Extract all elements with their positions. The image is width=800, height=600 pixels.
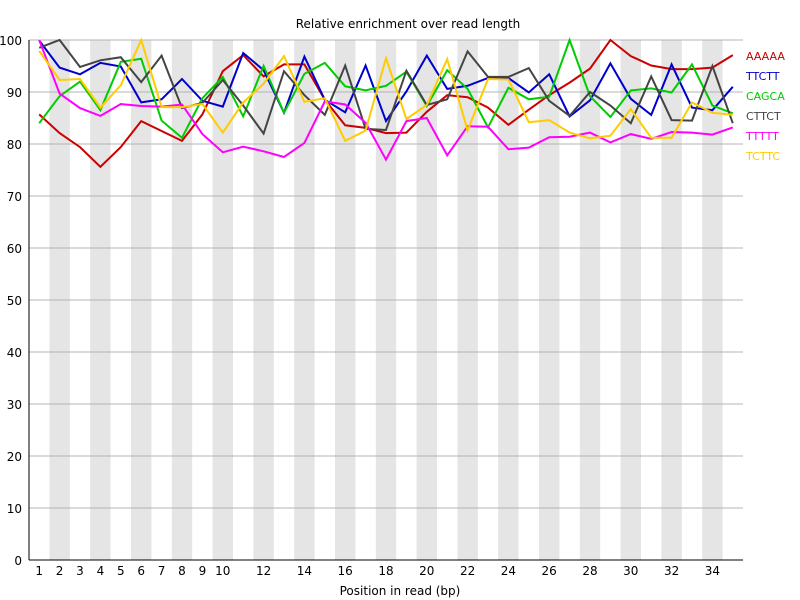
- y-tick-label: 80: [7, 138, 22, 152]
- x-tick-label: 24: [501, 564, 516, 578]
- chart-title: Relative enrichment over read length: [296, 17, 521, 31]
- axes: [28, 40, 743, 561]
- x-tick-label: 28: [582, 564, 597, 578]
- y-tick-label: 60: [7, 242, 22, 256]
- y-tick-label: 10: [7, 502, 22, 516]
- legend-entry-ttctt: TTCTT: [745, 70, 780, 83]
- series-line-ttttt: [38, 39, 734, 162]
- x-tick-label: 16: [338, 564, 353, 578]
- series-line-cttct: [38, 38, 734, 136]
- legend-entry-cttct: CTTCT: [746, 110, 781, 123]
- y-tick-label: 0: [14, 554, 22, 568]
- x-tick-label: 10: [215, 564, 230, 578]
- series-line-cagca: [38, 37, 734, 140]
- y-tick-label: 50: [7, 294, 22, 308]
- series-line-tcttc: [38, 37, 733, 143]
- legend: AAAAA TTCTT CAGCA CTTCT TTTTT TCTTC: [743, 42, 788, 168]
- y-tick-label: 20: [7, 450, 22, 464]
- y-tick-label: 90: [7, 86, 22, 100]
- x-tick-label: 5: [117, 564, 125, 578]
- legend-entry-aaaaa: AAAAA: [746, 50, 785, 63]
- legend-entry-tcttc: TCTTC: [745, 150, 780, 163]
- y-tick-label: 100: [0, 34, 22, 48]
- legend-entry-cagca: CAGCA: [746, 90, 785, 103]
- series-lines: [38, 37, 734, 169]
- y-tick-labels: 0 10 20 30 40 50 60 70 80 90 100: [0, 34, 22, 568]
- x-tick-label: 8: [178, 564, 186, 578]
- x-tick-label: 4: [97, 564, 105, 578]
- y-tick-label: 70: [7, 190, 22, 204]
- x-tick-label: 7: [158, 564, 166, 578]
- legend-entry-ttttt: TTTTT: [745, 130, 779, 143]
- x-tick-label: 34: [705, 564, 720, 578]
- y-tick-label: 40: [7, 346, 22, 360]
- x-tick-label: 20: [419, 564, 434, 578]
- series-line-aaaaa: [38, 38, 734, 169]
- x-tick-label: 22: [460, 564, 475, 578]
- x-tick-label: 26: [542, 564, 557, 578]
- x-tick-label: 32: [664, 564, 679, 578]
- x-axis-label: Position in read (bp): [340, 584, 461, 598]
- x-tick-label: 6: [137, 564, 145, 578]
- x-tick-label: 9: [199, 564, 207, 578]
- x-tick-label: 3: [76, 564, 84, 578]
- horizontal-gridlines: [29, 39, 743, 509]
- x-tick-label: 2: [56, 564, 64, 578]
- x-tick-label: 18: [378, 564, 393, 578]
- x-tick-label: 12: [256, 564, 271, 578]
- x-tick-label: 14: [297, 564, 312, 578]
- x-tick-label: 1: [35, 564, 43, 578]
- x-tick-labels: 1 2 3 4 5 6 7 8 9 10 12 14 16 18 20 22 24 26 28 30 32 34: [35, 564, 720, 578]
- x-tick-label: 30: [623, 564, 638, 578]
- y-tick-label: 30: [7, 398, 22, 412]
- legend-box: [743, 42, 788, 168]
